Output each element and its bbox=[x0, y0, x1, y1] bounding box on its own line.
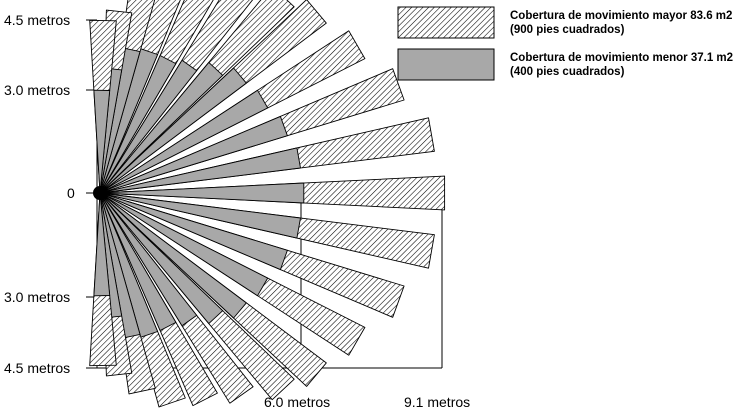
legend-minor-swatch bbox=[397, 48, 495, 81]
y-label-upper: 3.0 metros bbox=[4, 82, 70, 98]
legend-major-swatch bbox=[397, 6, 495, 39]
beam-minor-upper-0 bbox=[99, 182, 305, 204]
legend-minor-line2: (400 pies cuadrados) bbox=[510, 66, 625, 78]
beam-minor-lower-3 bbox=[99, 192, 269, 297]
y-label-top: 4.5 metros bbox=[4, 12, 70, 28]
beam-minor-upper-4 bbox=[99, 67, 247, 194]
beam-minor-lower-11 bbox=[93, 192, 111, 297]
beam-minor-upper-1 bbox=[99, 147, 301, 194]
beam-minor-lower-2 bbox=[99, 192, 288, 271]
beam-minor-upper-3 bbox=[99, 89, 269, 194]
y-label-lower: 3.0 metros bbox=[4, 289, 70, 305]
legend-major-line1: Cobertura de movimiento mayor 83.6 m2 bbox=[510, 10, 732, 22]
legend-major-line2: (900 pies cuadrados) bbox=[510, 24, 625, 36]
y-label-bottom: 4.5 metros bbox=[4, 360, 70, 376]
beam-minor-upper-2 bbox=[99, 115, 288, 194]
beam-minor-lower-7 bbox=[99, 192, 177, 331]
beam-minor-lower-6 bbox=[99, 192, 198, 327]
beam-minor-upper-7 bbox=[99, 55, 177, 194]
legend: Cobertura de movimiento mayor 83.6 m2 (9… bbox=[397, 6, 733, 81]
beam-minor-upper-6 bbox=[99, 59, 198, 194]
x-label-mid: 6.0 metros bbox=[264, 394, 330, 410]
beam-minor-lower-5 bbox=[99, 192, 224, 325]
sensor-origin bbox=[93, 186, 107, 200]
x-label-far: 9.1 metros bbox=[404, 394, 470, 410]
beam-minor-lower-1 bbox=[99, 192, 301, 239]
y-label-center: 0 bbox=[67, 185, 75, 201]
beam-minor-upper-5 bbox=[99, 61, 224, 194]
beam-minor-lower-4 bbox=[99, 192, 247, 319]
coverage-beams bbox=[89, 0, 446, 408]
legend-minor-line1: Cobertura de movimiento menor 37.1 m2 bbox=[510, 52, 733, 64]
beam-minor-upper-11 bbox=[93, 89, 111, 194]
